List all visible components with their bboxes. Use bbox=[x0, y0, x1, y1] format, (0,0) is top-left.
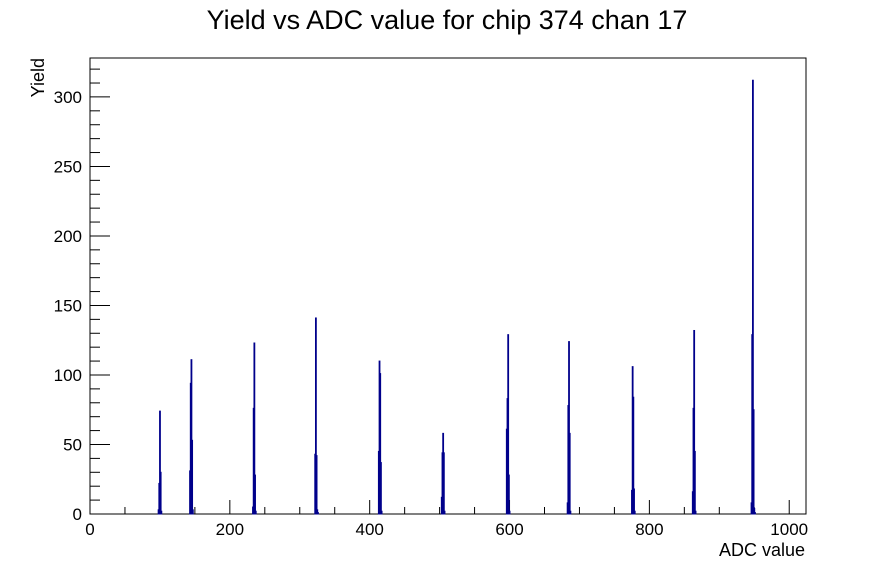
y-tick-label: 200 bbox=[54, 227, 82, 246]
histogram-bin bbox=[254, 474, 256, 515]
histogram-bin bbox=[507, 474, 510, 515]
histogram-bin bbox=[159, 471, 162, 515]
histogram-bin bbox=[569, 510, 572, 515]
plot-frame bbox=[89, 57, 807, 515]
histogram-bin bbox=[254, 510, 257, 515]
histogram-bin bbox=[508, 510, 511, 515]
y-tick-label: 50 bbox=[63, 435, 82, 454]
x-tick-label: 800 bbox=[635, 520, 663, 539]
x-axis-label: ADC value bbox=[719, 540, 805, 560]
x-tick-label: 1000 bbox=[770, 520, 808, 539]
histogram-bin bbox=[315, 455, 318, 515]
y-tick-label: 100 bbox=[54, 366, 82, 385]
x-tick-label: 400 bbox=[356, 520, 384, 539]
histogram-bin bbox=[160, 510, 163, 515]
histogram-bin bbox=[442, 452, 445, 515]
histogram-bin bbox=[380, 510, 383, 515]
chart-title: Yield vs ADC value for chip 374 chan 17 bbox=[207, 5, 688, 35]
plot-area: 0 200 400 600 800 1000 0 50 100 150 200 250 300 bbox=[54, 57, 808, 539]
y-axis-label: Yield bbox=[28, 58, 48, 97]
histogram-bin bbox=[754, 512, 756, 515]
y-tick-label: 150 bbox=[54, 296, 82, 315]
histogram-bin bbox=[633, 488, 635, 515]
histogram-bin bbox=[191, 509, 194, 515]
histogram-bin bbox=[633, 510, 636, 515]
x-tick-label: 0 bbox=[85, 520, 94, 539]
y-tick-label: 250 bbox=[54, 157, 82, 176]
x-tick-label: 600 bbox=[495, 520, 523, 539]
histogram-bin bbox=[568, 432, 571, 515]
histogram-bin bbox=[752, 409, 755, 515]
histogram-bin bbox=[380, 462, 382, 515]
histogram-bin bbox=[443, 510, 446, 515]
histogram-bin bbox=[693, 450, 696, 515]
x-tick-label: 200 bbox=[216, 520, 244, 539]
y-tick-label: 0 bbox=[73, 505, 82, 524]
histogram-bin bbox=[694, 510, 697, 515]
histogram-bin bbox=[191, 439, 194, 515]
y-tick-label: 300 bbox=[54, 88, 82, 107]
histogram-bin bbox=[317, 512, 319, 515]
